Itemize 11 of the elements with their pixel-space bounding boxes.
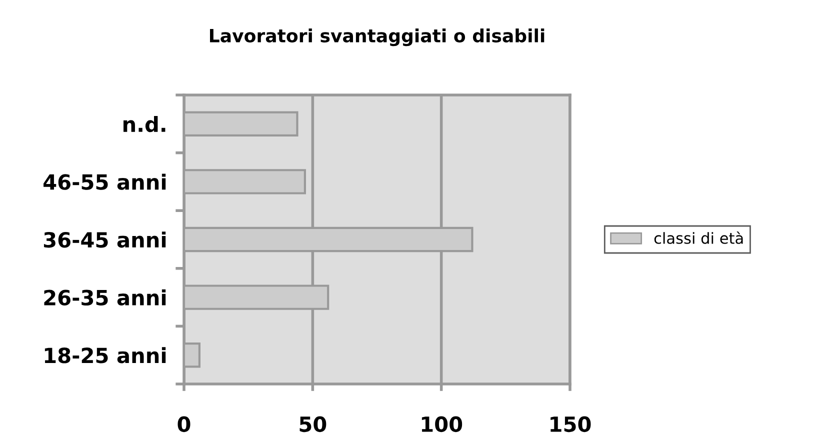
x-tick-label: 0 <box>178 416 190 432</box>
y-tick-label: 46-55 anni <box>44 174 166 190</box>
y-tick-label: 26-35 anni <box>44 289 166 306</box>
y-tick-label: 36-45 anni <box>44 232 166 248</box>
legend-label: classi di età <box>654 231 743 244</box>
chart-title: Lavoratori svantaggiati o disabili <box>210 28 544 46</box>
y-tick-label: 18-25 anni <box>44 347 166 364</box>
y-tick-label: n.d. <box>124 116 166 132</box>
x-tick-label: 150 <box>550 416 591 432</box>
x-tick-label: 100 <box>422 416 462 432</box>
x-tick-label: 50 <box>300 416 326 432</box>
